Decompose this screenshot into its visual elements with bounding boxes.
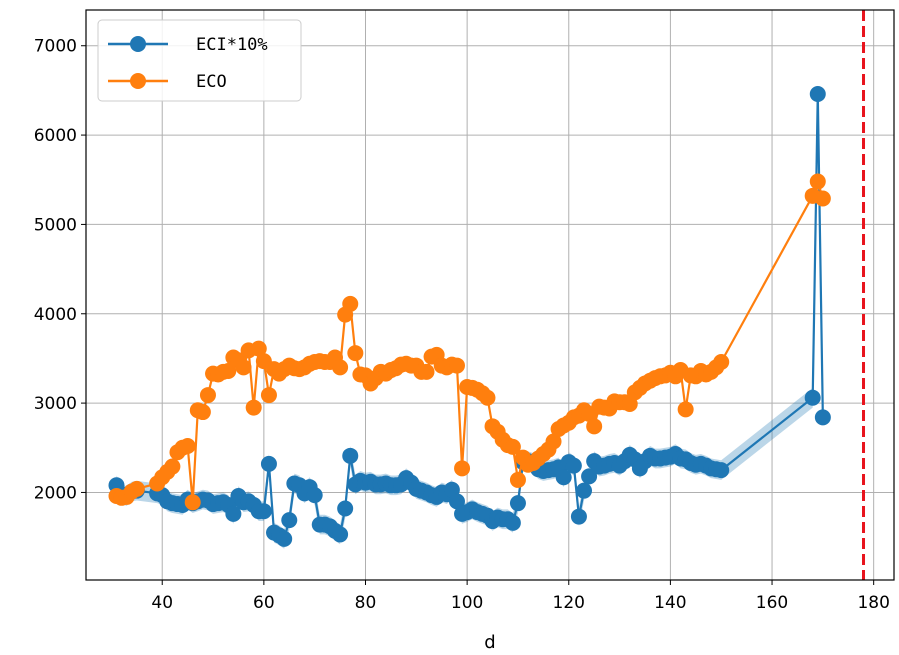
data-point: [260, 387, 277, 404]
data-point: [250, 340, 267, 357]
data-point: [479, 389, 496, 406]
data-point: [545, 433, 562, 450]
legend-label: ECI*10%: [196, 35, 268, 55]
data-point: [332, 526, 349, 543]
data-point: [565, 457, 582, 474]
data-point: [220, 362, 237, 379]
y-tick-label: 6000: [34, 126, 77, 146]
y-tick-label: 3000: [34, 394, 77, 414]
data-point: [199, 387, 216, 404]
data-point: [306, 487, 323, 504]
data-point: [235, 359, 252, 376]
series-line: [116, 180, 824, 504]
data-point: [586, 418, 603, 435]
x-axis-title: d: [484, 632, 495, 653]
data-point: [342, 447, 359, 464]
legend-entries: ECI*10% ECO: [108, 35, 268, 92]
data-point: [809, 173, 826, 190]
x-tick-label: 140: [654, 593, 686, 613]
data-point: [576, 482, 593, 499]
data-point: [814, 409, 831, 426]
data-point: [570, 508, 587, 525]
data-point: [454, 460, 471, 477]
data-point: [504, 514, 521, 531]
data-point: [804, 389, 821, 406]
y-tick-label: 4000: [34, 305, 77, 325]
data-point: [418, 363, 435, 380]
series-group: [108, 85, 831, 547]
data-point: [332, 359, 349, 376]
data-point: [713, 354, 730, 371]
x-tick-label: 80: [355, 593, 377, 613]
data-point: [677, 401, 694, 418]
data-point: [581, 468, 598, 485]
data-point: [194, 404, 211, 421]
data-point: [128, 480, 145, 497]
y-tick-label: 5000: [34, 215, 77, 235]
grid: [86, 10, 894, 580]
data-point: [509, 471, 526, 488]
x-tick-label: 120: [553, 593, 585, 613]
series-layer: [108, 85, 831, 547]
data-point: [281, 512, 298, 529]
series-group: [108, 173, 831, 511]
data-point: [504, 438, 521, 455]
plot-frame: [85, 9, 895, 581]
x-tick-label: 180: [857, 593, 889, 613]
legend: ECI*10% ECO: [97, 19, 302, 102]
confidence-bands: [116, 84, 823, 549]
data-point: [337, 500, 354, 517]
x-tick-label: 60: [253, 593, 275, 613]
data-point: [448, 493, 465, 510]
data-point: [555, 469, 572, 486]
legend-swatch-marker: [130, 36, 146, 52]
data-point: [245, 399, 262, 416]
data-point: [342, 295, 359, 312]
data-point: [809, 85, 826, 102]
data-point: [184, 494, 201, 511]
data-point: [164, 458, 181, 475]
data-point: [448, 357, 465, 374]
x-tick-label: 160: [756, 593, 788, 613]
data-point: [225, 505, 242, 522]
legend-entry: ECO: [108, 72, 227, 92]
axis-ticks: 40 60 80 100 120 140 160 180 2000 3000 4000 5000 600…: [34, 37, 890, 613]
data-point: [260, 455, 277, 472]
y-tick-label: 7000: [34, 37, 77, 57]
data-point: [509, 495, 526, 512]
y-tick-label: 2000: [34, 483, 77, 503]
x-tick-label: 40: [151, 593, 173, 613]
data-point: [347, 345, 364, 362]
legend-swatch-marker: [130, 73, 146, 89]
x-tick-label: 100: [451, 593, 483, 613]
data-point: [276, 530, 293, 547]
data-point: [713, 462, 730, 479]
data-point: [814, 190, 831, 207]
legend-entry: ECI*10%: [108, 35, 268, 55]
legend-label: ECO: [196, 72, 227, 92]
data-point: [179, 437, 196, 454]
data-point: [255, 503, 272, 520]
confidence-band: [116, 84, 823, 549]
